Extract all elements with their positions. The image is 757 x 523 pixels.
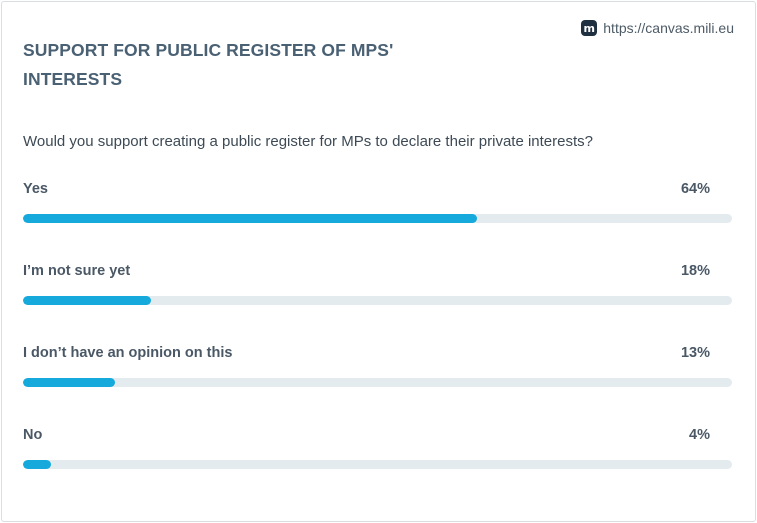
option-percentage: 64%	[680, 181, 710, 197]
option-label: No	[23, 427, 43, 443]
bar-track	[23, 460, 732, 469]
bar-track	[23, 378, 732, 387]
option-percentage: 18%	[680, 263, 710, 279]
option-label: I don’t have an opinion on this	[23, 345, 233, 361]
bar-fill	[23, 214, 477, 223]
option-percentage: 13%	[680, 345, 710, 361]
bar-track	[23, 214, 732, 223]
source-link[interactable]: m https://canvas.mili.eu	[581, 20, 734, 36]
option-percentage: 4%	[689, 427, 710, 443]
bar-fill	[23, 460, 51, 469]
source-url: https://canvas.mili.eu	[603, 20, 734, 36]
option-label: Yes	[23, 181, 48, 197]
bar-fill	[23, 378, 115, 387]
poll-question: Would you support creating a public regi…	[23, 133, 593, 150]
bar-fill	[23, 296, 151, 305]
option-label: I’m not sure yet	[23, 263, 131, 279]
bar-track	[23, 296, 732, 305]
chart-title: SUPPORT FOR PUBLIC REGISTER OF MPS' INTE…	[23, 40, 394, 89]
mili-logo-icon: m	[581, 20, 598, 36]
